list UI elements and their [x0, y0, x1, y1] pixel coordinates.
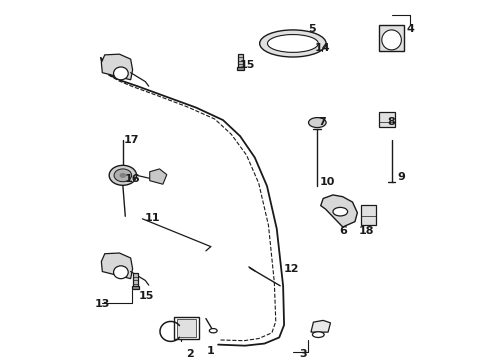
Ellipse shape	[209, 329, 217, 333]
Text: 15: 15	[240, 60, 255, 70]
Bar	[132, 286, 139, 289]
Text: 10: 10	[319, 177, 335, 188]
Bar	[379, 112, 395, 127]
Text: 4: 4	[406, 24, 414, 34]
Bar	[237, 67, 244, 70]
Bar	[379, 24, 404, 51]
Text: 17: 17	[124, 135, 139, 145]
Text: 8: 8	[388, 117, 395, 127]
Text: 3: 3	[299, 348, 306, 359]
Ellipse shape	[309, 118, 326, 127]
Ellipse shape	[114, 169, 132, 182]
Polygon shape	[321, 195, 357, 227]
Ellipse shape	[268, 35, 318, 52]
Polygon shape	[311, 320, 331, 332]
Text: 2: 2	[186, 348, 194, 359]
Text: 13: 13	[95, 299, 110, 309]
Text: 11: 11	[145, 213, 160, 223]
Bar	[133, 273, 138, 287]
Text: 5: 5	[309, 24, 316, 34]
Bar	[238, 54, 243, 67]
Ellipse shape	[120, 173, 126, 177]
Bar	[361, 205, 376, 225]
Bar	[176, 319, 196, 337]
Text: 18: 18	[358, 226, 374, 235]
Ellipse shape	[333, 207, 347, 216]
Ellipse shape	[114, 67, 128, 80]
Polygon shape	[150, 169, 167, 184]
Polygon shape	[101, 54, 133, 80]
Ellipse shape	[109, 165, 137, 185]
Polygon shape	[101, 253, 133, 279]
Text: 1: 1	[207, 346, 215, 356]
Text: 15: 15	[139, 292, 154, 301]
Text: 6: 6	[339, 226, 346, 235]
Text: 12: 12	[284, 264, 299, 274]
Ellipse shape	[260, 30, 326, 57]
Text: 16: 16	[125, 174, 141, 184]
Ellipse shape	[382, 30, 401, 50]
Bar	[174, 317, 198, 339]
Text: 9: 9	[397, 172, 405, 182]
Ellipse shape	[114, 266, 128, 279]
Text: 14: 14	[315, 43, 330, 53]
Ellipse shape	[313, 332, 324, 337]
Text: 7: 7	[318, 117, 326, 127]
